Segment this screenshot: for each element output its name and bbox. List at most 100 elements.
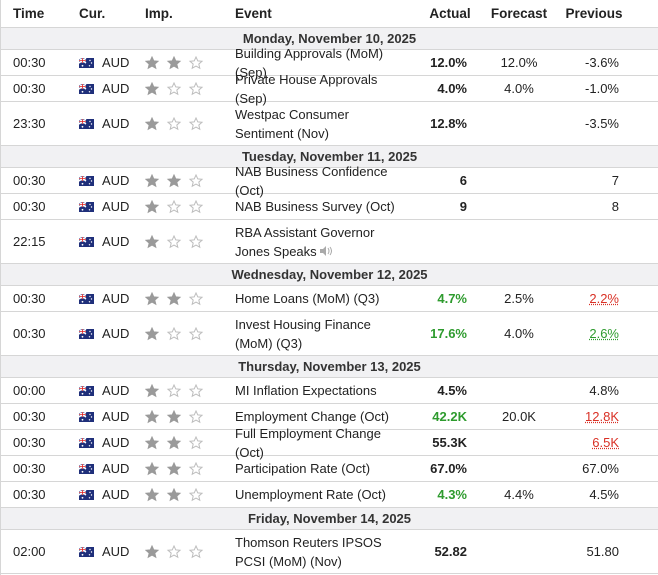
- previous-cell: 4.5%: [541, 482, 619, 507]
- actual-value: 4.3%: [437, 487, 467, 502]
- star-empty: [188, 383, 204, 397]
- currency: AUD: [79, 76, 141, 101]
- actual-cell: 55.3K: [401, 430, 467, 455]
- star-empty: [188, 116, 204, 130]
- importance: [145, 76, 231, 101]
- event-row: 00:30 AUD Participation Rate (Oct) 67.0% 67.…: [1, 456, 658, 482]
- importance-stars: [145, 291, 204, 305]
- previous-cell: 7: [541, 168, 619, 193]
- actual-value: 67.0%: [430, 461, 467, 476]
- column-header: Forecast: [490, 6, 548, 21]
- actual-value: 4.7%: [437, 291, 467, 306]
- event-text: Full Employment Change (Oct): [235, 425, 381, 460]
- event-time: 00:30: [13, 173, 46, 188]
- actual-cell: [401, 220, 467, 263]
- actual-value: 4.0%: [437, 81, 467, 96]
- star-empty: [188, 199, 204, 213]
- previous-cell: 2.6%: [541, 312, 619, 355]
- previous-cell: 51.80: [541, 530, 619, 573]
- column-header: Actual: [429, 6, 471, 21]
- flag-icon: [79, 546, 94, 557]
- currency: AUD: [79, 194, 141, 219]
- event-text: Thomson Reuters IPSOS PCSI (MoM) (Nov): [235, 534, 382, 569]
- importance-stars: [145, 435, 204, 449]
- actual-value: 12.8%: [430, 116, 467, 131]
- actual-cell: 9: [401, 194, 467, 219]
- star-empty: [166, 199, 182, 213]
- importance: [145, 168, 231, 193]
- previous-value: 4.8%: [589, 383, 619, 398]
- star-filled: [166, 435, 182, 449]
- currency: AUD: [79, 220, 141, 263]
- previous-value: 51.80: [586, 544, 619, 559]
- actual-cell: 4.5%: [401, 378, 467, 403]
- event-time: 00:30: [13, 199, 46, 214]
- star-filled: [145, 199, 160, 213]
- actual-value: 9: [459, 199, 467, 214]
- column-header: Cur.: [79, 6, 106, 21]
- currency-code: AUD: [102, 116, 130, 131]
- event-name: NAB Business Confidence (Oct): [235, 164, 405, 198]
- actual-value: 4.5%: [437, 383, 467, 398]
- star-empty: [166, 544, 182, 558]
- importance-stars: [145, 234, 204, 248]
- star-filled: [145, 234, 160, 248]
- forecast-value: 4.0%: [504, 326, 534, 341]
- event-name: Employment Change (Oct): [235, 404, 405, 429]
- importance: [145, 404, 231, 429]
- event-text: Private House Approvals (Sep): [235, 71, 378, 106]
- importance: [145, 220, 231, 263]
- importance-stars: [145, 173, 204, 187]
- star-filled: [145, 487, 160, 501]
- event-row: 00:30 AUD Private House Approvals (Sep) 4.0…: [1, 72, 658, 106]
- importance-stars: [145, 116, 204, 130]
- flag-icon: [79, 463, 94, 474]
- actual-value: 17.6%: [430, 326, 467, 341]
- actual-cell: 6: [401, 168, 467, 193]
- star-filled: [166, 291, 182, 305]
- currency-code: AUD: [102, 199, 130, 214]
- event-time: 00:30: [13, 291, 46, 306]
- previous-value: 2.6%: [589, 326, 619, 341]
- currency-code: AUD: [102, 409, 130, 424]
- event-row: 00:30 AUD Unemployment Rate (Oct) 4.3% 4.4% 4…: [1, 482, 658, 508]
- day-header: Monday, November 10, 2025: [1, 28, 658, 50]
- forecast-cell: 4.4%: [475, 482, 563, 507]
- star-empty: [188, 461, 204, 475]
- forecast-value: 20.0K: [502, 409, 536, 424]
- previous-cell: 67.0%: [541, 456, 619, 481]
- previous-value: -1.0%: [585, 81, 619, 96]
- event-name: Participation Rate (Oct): [235, 456, 405, 481]
- importance-stars: [145, 55, 204, 69]
- column-header: Event: [235, 6, 272, 21]
- flag-icon: [79, 489, 94, 500]
- star-empty: [188, 234, 204, 248]
- star-filled: [145, 55, 160, 69]
- currency-code: AUD: [102, 173, 130, 188]
- event-text: Building Approvals (MoM) (Sep): [235, 45, 384, 80]
- event-name: Private House Approvals (Sep): [235, 72, 405, 106]
- star-filled: [166, 55, 182, 69]
- day-header: Friday, November 14, 2025: [1, 508, 658, 530]
- event-name: Unemployment Rate (Oct): [235, 482, 405, 507]
- event-row: 00:30 AUD Home Loans (MoM) (Q3) 4.7% 2.5% 2.2…: [1, 286, 658, 312]
- flag-icon: [79, 118, 94, 129]
- currency: AUD: [79, 286, 141, 311]
- previous-value: 8: [611, 199, 619, 214]
- star-empty: [188, 544, 204, 558]
- event-text: NAB Business Survey (Oct): [235, 199, 395, 214]
- event-text: Home Loans (MoM) (Q3): [235, 291, 380, 306]
- currency-code: AUD: [102, 55, 130, 70]
- flag-icon: [79, 385, 94, 396]
- event-name: NAB Business Survey (Oct): [235, 194, 405, 219]
- flag-icon: [79, 437, 94, 448]
- currency-code: AUD: [102, 81, 130, 96]
- event-row: 00:30 AUD Building Approvals (MoM) (Sep) 12…: [1, 46, 658, 80]
- currency-code: AUD: [102, 435, 130, 450]
- star-filled: [145, 173, 160, 187]
- star-filled: [145, 409, 160, 423]
- column-header: Imp.: [145, 6, 173, 21]
- currency: AUD: [79, 312, 141, 355]
- previous-value: -3.5%: [585, 116, 619, 131]
- importance-stars: [145, 461, 204, 475]
